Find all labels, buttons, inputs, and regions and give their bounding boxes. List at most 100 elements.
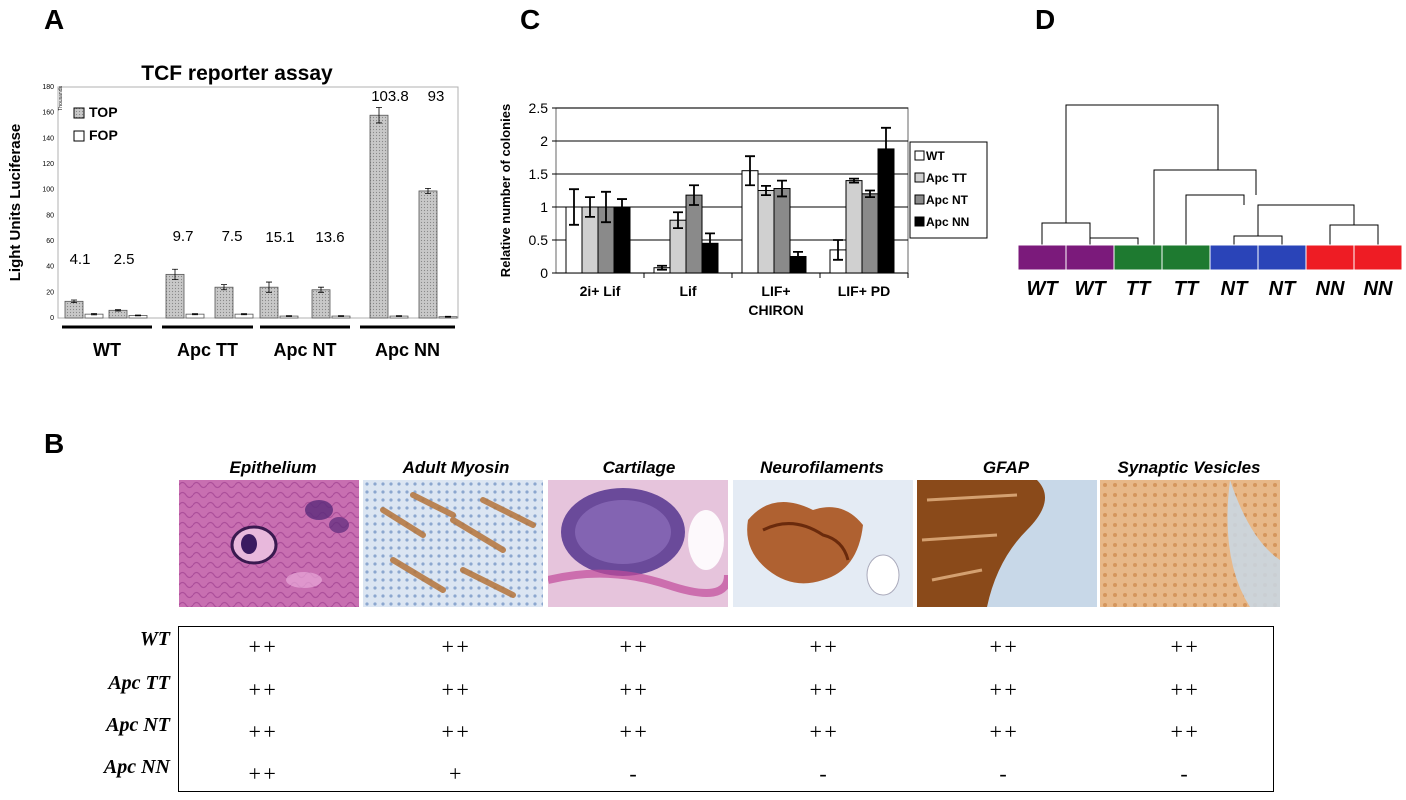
error-bar — [338, 315, 344, 317]
stain-label: Synaptic Vesicles — [1117, 458, 1261, 477]
legend-label-fop: FOP — [89, 127, 118, 143]
score-cell: - — [819, 761, 827, 786]
score-cell: ++ — [618, 634, 648, 659]
error-bar — [172, 268, 178, 280]
stain-label: Neurofilaments — [760, 458, 884, 477]
x-tick-label: 2i+ Lif — [580, 283, 621, 299]
ratio-label: 2.5 — [114, 251, 135, 268]
plot-frame — [57, 86, 459, 319]
stain-label: Cartilage — [602, 458, 676, 477]
legend-label: Apc TT — [926, 171, 967, 185]
ratio-label: 13.6 — [315, 229, 344, 246]
scoring-table — [178, 626, 1274, 792]
score-cell: ++ — [247, 634, 277, 659]
score-cell: ++ — [988, 677, 1018, 702]
colony-bar — [757, 190, 775, 274]
dendrogram-link — [1329, 224, 1379, 245]
y-axis-label: Light Units Luciferase — [7, 124, 24, 282]
y-tick-label: 1 — [540, 199, 548, 215]
y-tick-label: 1.5 — [529, 166, 549, 182]
cluster-dendrogram: WT WT TT TT NT NT NN NN — [1017, 104, 1403, 300]
score-cell: - — [1180, 761, 1188, 786]
y-tick-label: 0.5 — [529, 232, 549, 248]
row-label: Apc NN — [103, 756, 170, 778]
top-bar — [64, 300, 84, 319]
legend-swatch — [914, 194, 925, 205]
error-bar — [617, 198, 627, 216]
y-tick-label: 40 — [46, 264, 54, 271]
error-bar — [569, 188, 579, 226]
panel-letter-c: C — [520, 4, 541, 35]
group-label: Apc NN — [375, 340, 440, 360]
legend-label: Apc NN — [926, 215, 969, 229]
tcf-reporter-chart: TCF reporter assay 0 20 40 60 80 100 120 140 160 1… — [7, 62, 459, 360]
error-bar — [445, 315, 451, 318]
score-cell: ++ — [808, 634, 838, 659]
score-cell: - — [999, 761, 1007, 786]
error-bar — [376, 107, 382, 124]
score-cell: ++ — [988, 719, 1018, 744]
group-label: Apc NT — [274, 340, 337, 360]
error-bar — [777, 179, 787, 198]
y-tick-label: 0 — [50, 315, 54, 322]
score-cell: ++ — [808, 719, 838, 744]
score-cell: ++ — [988, 634, 1018, 659]
sample-label: NT — [1269, 278, 1297, 300]
legend-swatch — [914, 150, 925, 161]
ratio-label: 103.8 — [371, 88, 409, 105]
error-bar — [849, 177, 859, 184]
score-cell: - — [629, 761, 637, 786]
error-bar — [221, 284, 227, 291]
error-bar — [673, 211, 683, 230]
error-bar — [286, 315, 292, 317]
ratio-label: 9.7 — [173, 228, 194, 245]
top-bar — [214, 286, 234, 319]
legend-swatch-fop — [73, 130, 85, 142]
dendrogram-link — [1089, 237, 1139, 245]
y-tick-label: 20 — [46, 289, 54, 296]
sample-label: TT — [1126, 278, 1152, 300]
chart-title: TCF reporter assay — [141, 62, 333, 85]
error-bar — [318, 286, 324, 293]
legend-label: WT — [926, 149, 945, 163]
error-bar — [601, 190, 611, 224]
row-label: Apc NT — [106, 714, 170, 736]
ratio-label: 93 — [428, 88, 445, 105]
error-bar — [881, 126, 891, 171]
cluster-color-block — [1305, 244, 1355, 271]
score-cell: ++ — [440, 634, 470, 659]
y-tick-label: 120 — [42, 161, 54, 168]
sample-label: NN — [1364, 278, 1393, 300]
score-cell: ++ — [1169, 677, 1199, 702]
score-cell: ++ — [1169, 719, 1199, 744]
error-bar — [135, 314, 141, 317]
dendrogram-link — [1153, 169, 1257, 245]
group-label: Apc TT — [177, 340, 238, 360]
top-bar — [165, 273, 185, 319]
error-bar — [425, 187, 431, 194]
error-bar — [585, 196, 595, 218]
ratio-label: 4.1 — [70, 251, 91, 268]
cluster-color-block — [1257, 244, 1307, 271]
cluster-color-block — [1065, 244, 1115, 271]
score-cell: ++ — [1169, 634, 1199, 659]
cluster-color-block — [1017, 244, 1067, 271]
score-cell: + — [447, 761, 463, 786]
micrograph-neurofilaments — [733, 480, 913, 607]
error-bar — [833, 239, 843, 261]
score-cell: ++ — [440, 719, 470, 744]
error-bar — [266, 281, 272, 293]
error-bar — [793, 250, 803, 263]
error-bar — [689, 184, 699, 206]
score-cell: ++ — [247, 677, 277, 702]
top-bar — [311, 289, 331, 319]
dendrogram-link — [1257, 204, 1355, 236]
y-tick-label: 60 — [46, 238, 54, 245]
ratio-label: 15.1 — [265, 229, 294, 246]
stain-label: Adult Myosin — [402, 458, 510, 477]
dendrogram-link — [1041, 222, 1091, 245]
error-bar — [91, 313, 97, 316]
stain-label: GFAP — [982, 458, 1030, 477]
row-label: WT — [140, 628, 170, 650]
micrograph-synaptic-vesicles — [1100, 480, 1280, 607]
